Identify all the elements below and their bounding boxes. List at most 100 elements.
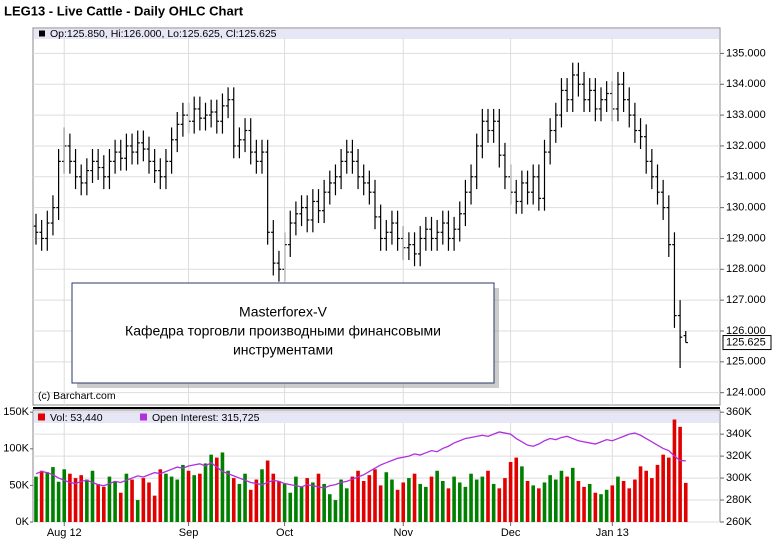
volume-bar: [373, 469, 377, 522]
volume-bar: [158, 469, 163, 522]
watermark: (c) Barchart.com: [38, 390, 116, 402]
x-tick-label: Sep: [179, 527, 199, 539]
volume-bar: [593, 492, 598, 522]
volume-bar: [441, 481, 445, 522]
volume-bar: [181, 464, 185, 522]
volume-bar: [68, 473, 72, 522]
y-tick-label: 100K: [3, 443, 29, 455]
note-box: [71, 282, 495, 384]
volume-bar: [395, 489, 400, 522]
volume-bar: [407, 478, 411, 522]
volume-bar: [661, 454, 665, 522]
volume-bar: [344, 488, 349, 522]
volume-bar: [124, 473, 129, 522]
volume-bar: [678, 426, 682, 522]
volume-bar: [209, 454, 213, 522]
volume-bar: [638, 466, 643, 522]
volume-bar: [424, 486, 428, 522]
volume-bar: [644, 470, 648, 522]
volume-bar: [203, 463, 208, 522]
volume-bar: [215, 457, 219, 522]
volume-bar: [576, 481, 581, 522]
volume-bar: [554, 479, 558, 522]
price-header: [34, 29, 719, 39]
volume-bar: [457, 482, 462, 522]
volume-bar: [508, 461, 513, 522]
chart-title: LEG13 - Live Cattle - Daily OHLC Chart: [4, 3, 244, 18]
volume-bar: [610, 485, 615, 522]
volume-bar: [96, 483, 100, 522]
volume-bar: [491, 483, 496, 522]
y-tick-label: 126.000: [726, 325, 766, 337]
volume-bar: [570, 467, 575, 522]
volume-bar: [102, 486, 106, 522]
volume-bar: [305, 478, 309, 522]
note-line: Masterforex-V: [239, 304, 328, 320]
y2-tick-label: 340K: [726, 428, 752, 440]
volume-bar: [254, 479, 259, 522]
legend-marker: [39, 30, 45, 37]
y-tick-label: 133.000: [726, 109, 766, 121]
volume-bar: [435, 470, 439, 522]
legend-marker: [140, 413, 147, 421]
volume-bar: [141, 478, 146, 522]
y2-tick-label: 360K: [726, 406, 752, 418]
volume-bar: [627, 488, 632, 522]
x-tick-label: Aug 12: [47, 527, 82, 539]
y-tick-label: 150K: [3, 406, 29, 418]
volume-bar: [316, 473, 321, 522]
volume-bar: [90, 470, 95, 522]
volume-bar: [525, 481, 530, 522]
volume-bar: [480, 476, 485, 522]
volume-bar: [260, 469, 264, 522]
volume-bar: [277, 481, 281, 522]
volume-bar: [85, 479, 89, 522]
volume-bar: [384, 472, 389, 522]
volume-bar: [271, 473, 276, 522]
y-tick-label: 125.000: [726, 356, 766, 368]
volume-bar: [45, 472, 50, 522]
volume-bar: [311, 482, 315, 522]
note-line: Кафедра торговли производными финансовым…: [125, 323, 441, 339]
volume-bar: [186, 470, 191, 522]
note-line: инструментами: [233, 342, 333, 358]
volume-bar: [429, 476, 434, 522]
volume-bar: [582, 486, 586, 522]
volume-bar: [152, 495, 157, 522]
volume-bar: [147, 482, 151, 522]
volume-bar: [565, 476, 569, 522]
y2-tick-label: 280K: [726, 494, 752, 506]
volume-bar: [401, 482, 406, 522]
volume-bar: [51, 467, 55, 522]
volume-bar: [130, 479, 134, 522]
volume-bar: [135, 500, 140, 522]
volume-bar: [367, 475, 372, 522]
volume-bar: [192, 475, 196, 522]
volume-bar: [356, 470, 360, 522]
volume-bar: [514, 457, 519, 522]
volume-bar: [56, 481, 61, 522]
volume-bar: [243, 473, 247, 522]
volume-bar: [418, 483, 422, 522]
open-interest-line: [35, 431, 686, 489]
x-tick-label: Oct: [276, 527, 293, 539]
x-tick-label: Jan 13: [596, 527, 629, 539]
legend-entry: Open Interest: 315,725: [152, 412, 260, 424]
y-tick-label: 124.000: [726, 387, 766, 399]
volume-bar: [446, 488, 451, 522]
volume-header: [34, 411, 719, 423]
legend-entry: Vol: 53,440: [50, 412, 103, 424]
volume-bar: [39, 470, 44, 522]
volume-bar: [542, 482, 547, 522]
y2-tick-label: 260K: [726, 516, 752, 528]
volume-bar: [288, 492, 293, 522]
y2-tick-label: 300K: [726, 472, 752, 484]
volume-bar: [531, 485, 535, 522]
volume-bar: [294, 476, 298, 522]
volume-bar: [537, 488, 541, 522]
volume-bar: [164, 473, 168, 522]
volume-bar: [282, 483, 287, 522]
volume-bar: [412, 473, 417, 522]
y-tick-label: 131.000: [726, 171, 766, 183]
